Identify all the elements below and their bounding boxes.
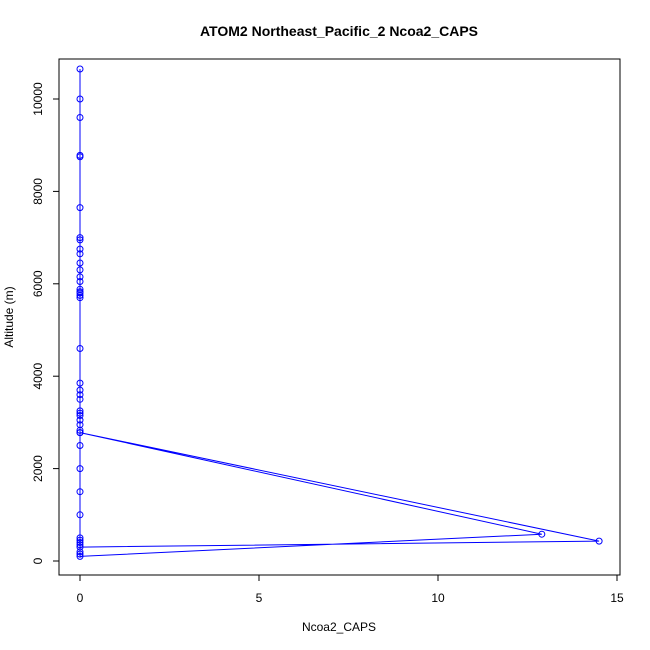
y-tick-label: 6000: [31, 270, 45, 297]
data-point: [76, 534, 84, 542]
data-point: [76, 379, 84, 387]
data-point: [76, 345, 84, 352]
data-point: [76, 488, 84, 496]
data-point: [76, 259, 84, 267]
x-axis-label: Ncoa2_CAPS: [302, 620, 376, 634]
y-tick-label: 4000: [31, 363, 45, 390]
x-tick-label: 0: [77, 591, 84, 605]
series-line: [79, 69, 600, 557]
data-point: [76, 204, 84, 212]
data-point: [76, 541, 84, 549]
x-tick-label: 10: [431, 591, 445, 605]
data-point: [76, 278, 84, 285]
data-point: [76, 409, 84, 417]
y-tick-label: 0: [31, 557, 45, 564]
data-point: [76, 273, 84, 281]
data-point: [76, 429, 84, 437]
data-point: [538, 530, 546, 538]
data-point: [76, 245, 84, 253]
data-point: [76, 294, 84, 302]
data-point: [76, 266, 84, 274]
data-point: [76, 552, 84, 560]
data-point: [76, 442, 84, 449]
data-point: [76, 395, 84, 403]
data-point: [76, 234, 84, 242]
data-point: [76, 114, 84, 121]
data-point: [76, 412, 84, 419]
y-axis-label: Altitude (m): [2, 286, 16, 347]
data-point: [76, 426, 84, 434]
x-tick-label: 15: [610, 591, 624, 605]
data-point: [76, 536, 84, 544]
plot-frame: [58, 58, 621, 576]
data-point: [76, 391, 84, 399]
data-point: [76, 386, 84, 394]
data-point: [595, 537, 603, 545]
data-marks: [76, 65, 603, 560]
data-point: [76, 289, 84, 297]
data-point: [76, 543, 84, 551]
y-tick-label: 10000: [31, 82, 45, 116]
data-point: [76, 511, 84, 519]
data-point: [76, 236, 84, 244]
data-point: [76, 95, 84, 103]
y-axis: 0 2000 4000 6000 8000 10000: [31, 82, 60, 564]
y-tick-label: 2000: [31, 455, 45, 482]
chart-title: ATOM2 Northeast_Pacific_2 Ncoa2_CAPS: [200, 23, 478, 39]
data-point: [76, 416, 84, 424]
data-point: [76, 550, 84, 558]
data-point: [76, 465, 84, 473]
data-point: [76, 548, 84, 556]
x-tick-label: 5: [256, 591, 263, 605]
data-point: [76, 65, 84, 73]
data-point: [76, 250, 84, 258]
data-point: [76, 291, 84, 299]
data-point: [76, 407, 84, 415]
y-tick-label: 8000: [31, 178, 45, 205]
data-point: [76, 153, 84, 161]
x-axis: 0 5 10 15: [77, 574, 624, 605]
data-point: [76, 539, 84, 546]
